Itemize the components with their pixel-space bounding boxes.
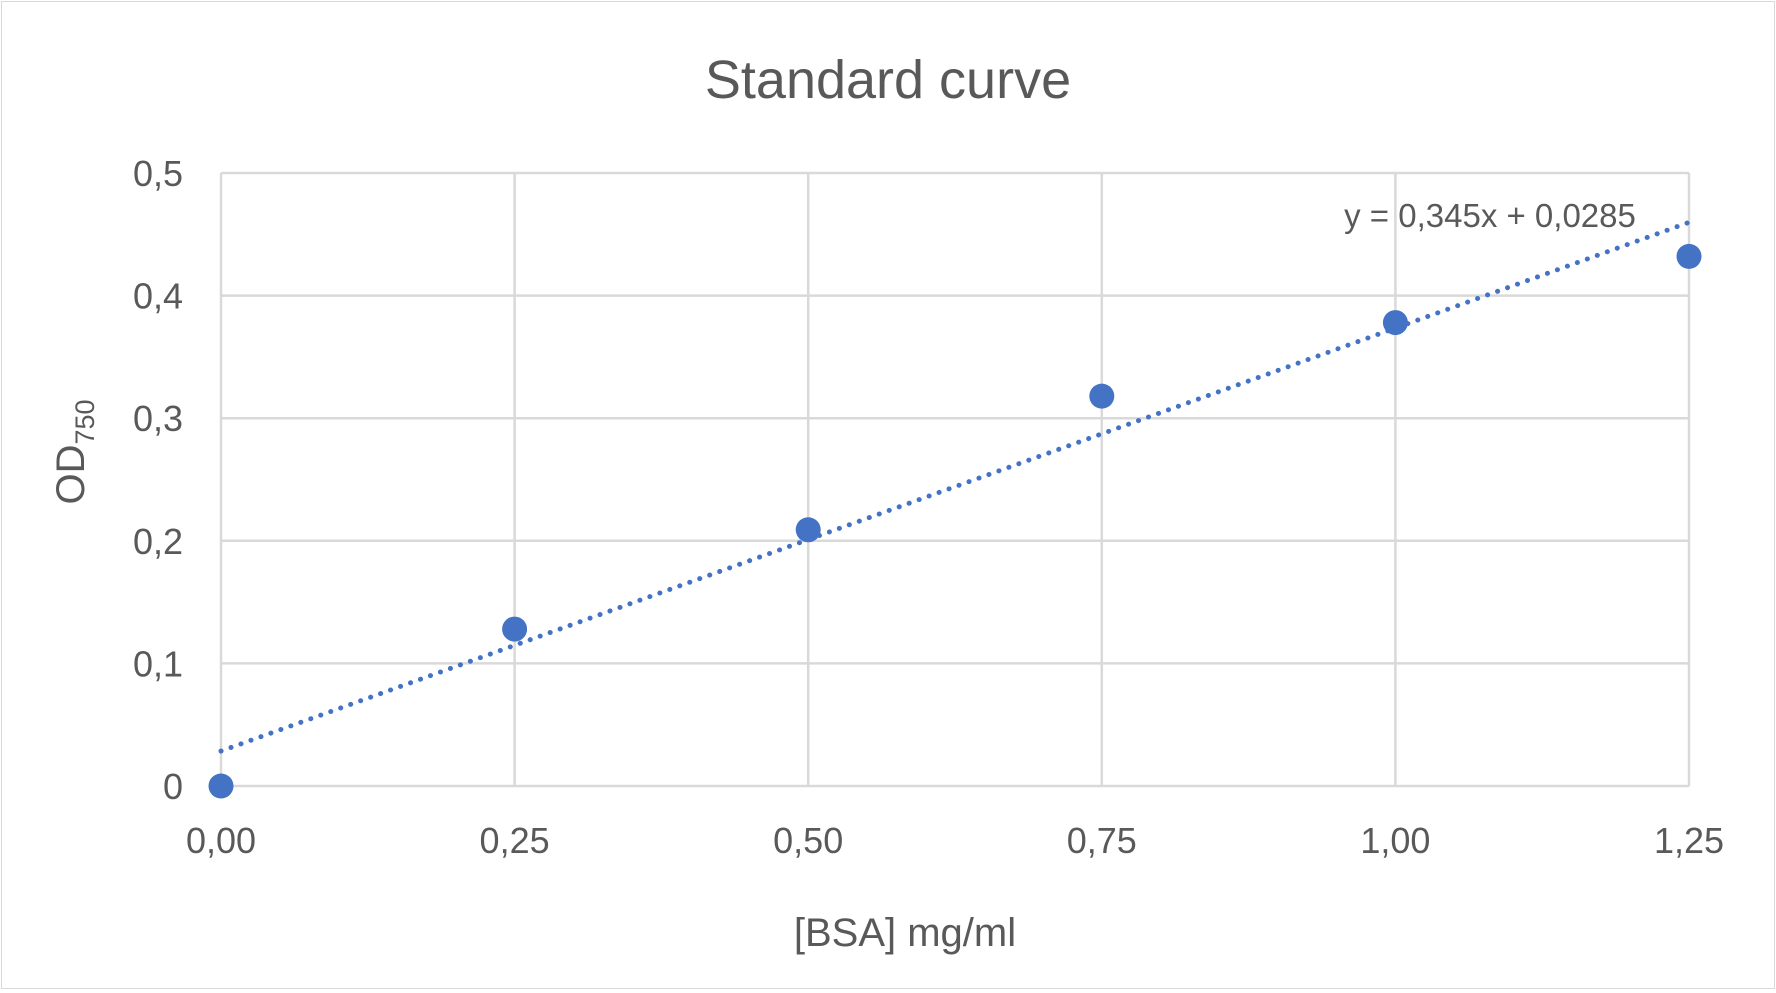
x-axis-tick-labels: 0,00 0,25 0,50 0,75 1,00 1,25 xyxy=(186,820,1724,861)
data-points xyxy=(208,243,1702,799)
trendline xyxy=(218,219,1692,754)
y-axis-label-main: OD xyxy=(49,445,93,505)
data-point xyxy=(795,517,821,543)
x-tick-label: 1,00 xyxy=(1360,820,1430,861)
chart-title: Standard curve xyxy=(705,50,1071,110)
data-point xyxy=(1089,383,1115,409)
y-axis-tick-labels: 0 0,1 0,2 0,3 0,4 0,5 xyxy=(133,153,183,807)
y-tick-label: 0,4 xyxy=(133,276,183,317)
y-axis-label-subscript: 750 xyxy=(70,399,100,444)
data-point xyxy=(208,773,234,799)
trendline-layer xyxy=(218,219,1692,754)
y-tick-label: 0 xyxy=(163,766,183,807)
y-tick-label: 0,5 xyxy=(133,153,183,194)
x-tick-label: 0,00 xyxy=(186,820,256,861)
y-axis-label: OD750 xyxy=(49,399,100,504)
x-tick-label: 1,25 xyxy=(1654,820,1724,861)
trendline-equation: y = 0,345x + 0,0285 xyxy=(1344,197,1636,234)
y-tick-label: 0,3 xyxy=(133,398,183,439)
x-axis-label: [BSA] mg/ml xyxy=(794,911,1016,955)
gridlines xyxy=(219,171,1691,788)
y-tick-label: 0,2 xyxy=(133,521,183,562)
y-tick-label: 0,1 xyxy=(133,643,183,684)
data-point xyxy=(1676,243,1702,269)
x-tick-label: 0,50 xyxy=(773,820,843,861)
data-point xyxy=(1382,310,1408,336)
x-tick-label: 0,25 xyxy=(480,820,550,861)
x-tick-label: 0,75 xyxy=(1067,820,1137,861)
data-point xyxy=(502,616,528,642)
